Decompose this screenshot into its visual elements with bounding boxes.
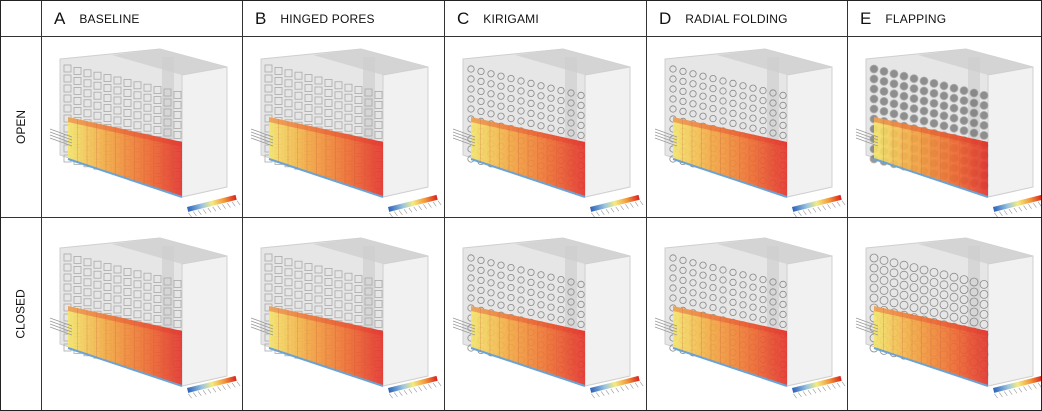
simulation-render [445, 218, 645, 408]
simulation-render [647, 218, 847, 408]
simulation-render [42, 37, 242, 217]
column-header: A BASELINE [42, 1, 243, 37]
simulation-render [848, 218, 1041, 408]
simulation-render [647, 37, 847, 217]
image-cell [445, 37, 647, 218]
column-title: FLAPPING [885, 12, 946, 26]
column-header: B HINGED PORES [243, 1, 445, 37]
image-cell [243, 218, 445, 410]
image-cell [848, 218, 1041, 410]
column-letter: D [659, 9, 671, 29]
image-cell [647, 218, 848, 410]
image-cell [42, 37, 243, 218]
column-letter: A [54, 9, 65, 29]
column-title: HINGED PORES [280, 12, 374, 26]
column-title: KIRIGAMI [483, 12, 539, 26]
row-label: OPEN [14, 110, 28, 144]
column-header: C KIRIGAMI [445, 1, 647, 37]
column-title: RADIAL FOLDING [685, 12, 787, 26]
image-cell [647, 37, 848, 218]
image-cell [243, 37, 445, 218]
corner-cell [1, 1, 42, 37]
column-letter: C [457, 9, 469, 29]
simulation-render [243, 218, 443, 408]
column-header: D RADIAL FOLDING [647, 1, 848, 37]
column-header: E FLAPPING [848, 1, 1041, 37]
simulation-render [848, 37, 1041, 217]
row-header: CLOSED [1, 218, 42, 410]
image-cell [848, 37, 1041, 218]
column-title: BASELINE [79, 12, 139, 26]
simulation-render [445, 37, 645, 217]
simulation-render [42, 218, 242, 408]
column-letter: E [860, 9, 871, 29]
column-letter: B [255, 9, 266, 29]
row-header: OPEN [1, 37, 42, 218]
simulation-render [243, 37, 443, 217]
row-label: CLOSED [14, 289, 28, 338]
figure: A BASELINE B HINGED PORES C KIRIGAMI D RADIAL F… [0, 0, 1042, 411]
image-cell [42, 218, 243, 410]
image-cell [445, 218, 647, 410]
